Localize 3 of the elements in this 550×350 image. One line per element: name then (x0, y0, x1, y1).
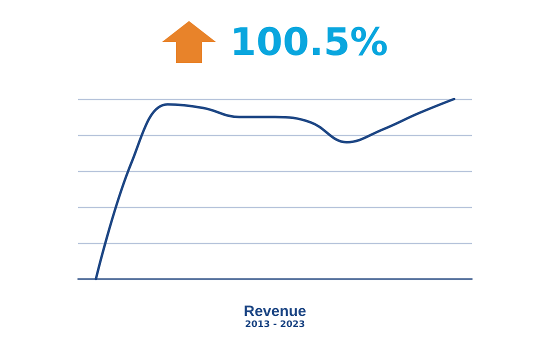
text: 2013 - 2023 (244, 320, 306, 330)
chart-title: 100.5% (230, 20, 388, 64)
x-axis-title: Revenue (244, 303, 306, 320)
